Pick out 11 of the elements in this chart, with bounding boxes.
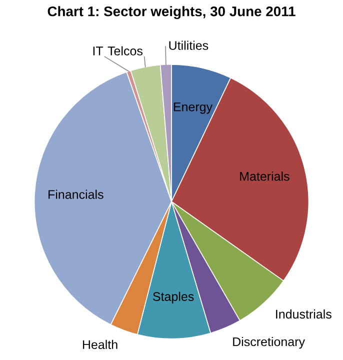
slice-label: IT [93,46,104,56]
slice-label: Telcos [108,46,142,56]
slice-label: Financials [48,190,104,199]
slice-label: Energy [174,102,213,114]
slice-label: Staples [153,292,194,304]
slice-label: Health [82,340,118,350]
slice-label: Industrials [276,309,332,319]
slice-label: Materials [240,172,290,181]
slice-label: Discretionary [233,336,305,349]
slice-label: Utilities [169,40,208,50]
chart-title: Chart 1: Sector weights, 30 June 2011 [48,6,296,20]
